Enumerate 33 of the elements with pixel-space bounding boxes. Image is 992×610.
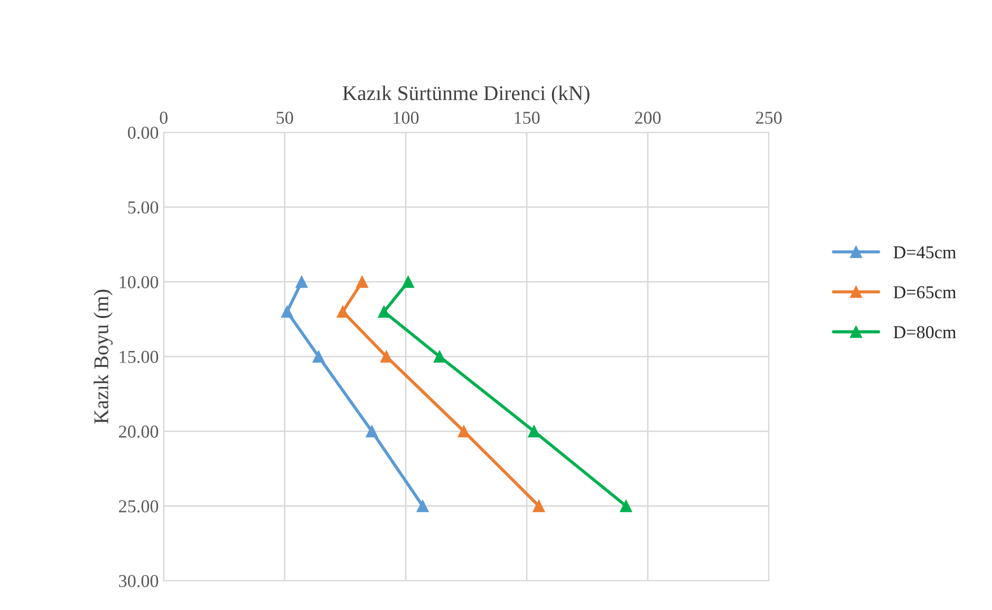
- point: [416, 500, 429, 512]
- point: [378, 306, 390, 318]
- point: [356, 276, 368, 288]
- point: [336, 306, 349, 318]
- x-tick-label: 0: [160, 112, 168, 124]
- point: [528, 425, 540, 438]
- legend-label: D=65cm: [894, 286, 956, 298]
- x-tick-label: 100: [394, 112, 419, 124]
- point: [366, 425, 378, 438]
- point: [312, 350, 325, 363]
- point: [380, 350, 392, 363]
- point: [296, 276, 308, 288]
- y-axis-title: Kazık Boyu (m): [94, 290, 113, 424]
- point: [532, 500, 545, 512]
- point: [402, 276, 414, 288]
- y-tick-label: 15.00: [120, 350, 158, 364]
- point: [458, 425, 470, 438]
- x-axis-title: Kazık Sürtünme Direnci (kN): [342, 86, 590, 104]
- point: [281, 306, 294, 318]
- y-tick-label: 30.00: [119, 574, 158, 588]
- x-tick-label: 200: [635, 112, 661, 124]
- legend-label: D=80cm: [894, 326, 956, 338]
- y-tick-label: 20.00: [118, 426, 158, 438]
- legend-label: D=45cm: [894, 246, 956, 258]
- y-tick-label: 10.00: [120, 276, 158, 288]
- y-tick-label: 0.00: [128, 126, 158, 139]
- point: [620, 500, 632, 512]
- y-tick-label: 25.00: [118, 500, 158, 513]
- x-tick-label: 50: [276, 112, 294, 124]
- x-tick-label: 250: [756, 112, 782, 124]
- x-tick-label: 150: [514, 112, 540, 124]
- point: [434, 350, 446, 363]
- y-tick-label: 5.00: [128, 201, 158, 214]
